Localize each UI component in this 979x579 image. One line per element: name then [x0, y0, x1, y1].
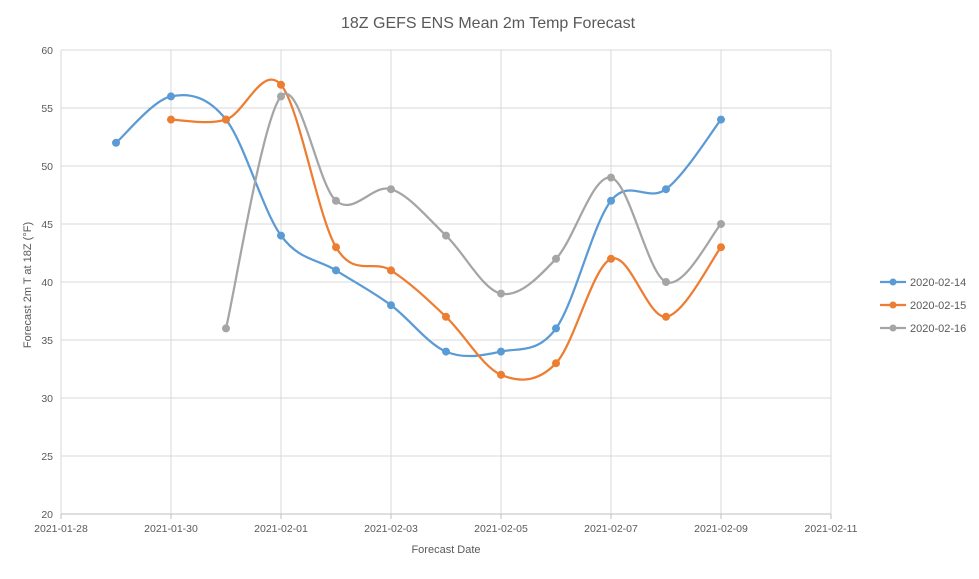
data-point	[662, 312, 670, 321]
y-tick-label: 45	[41, 219, 53, 231]
legend-swatch-marker	[889, 324, 897, 332]
data-point	[497, 370, 505, 379]
legend: 2020-02-14 2020-02-15 2020-02-16	[880, 277, 966, 335]
data-point	[332, 243, 340, 252]
data-point	[662, 278, 670, 286]
data-point	[442, 231, 450, 240]
data-point	[222, 115, 230, 124]
series-lines	[114, 78, 723, 381]
data-point	[717, 220, 725, 228]
data-point	[552, 254, 560, 263]
x-tick-label: 2021-02-03	[364, 523, 418, 535]
data-point	[717, 115, 725, 124]
x-tick-label: 2021-02-11	[805, 523, 858, 535]
data-point	[442, 312, 450, 321]
y-tick-label: 55	[41, 103, 53, 115]
x-tick-label: 2021-02-01	[254, 523, 308, 535]
chart-title: 18Z GEFS ENS Mean 2m Temp Forecast	[341, 15, 636, 32]
x-tick-label: 2021-02-05	[474, 523, 528, 535]
x-tick-label: 2021-02-09	[694, 523, 748, 535]
series-line-2020-02-14	[114, 93, 723, 358]
data-point	[607, 196, 615, 205]
y-tick-label: 35	[41, 335, 53, 347]
data-point	[717, 243, 725, 252]
data-point	[552, 324, 560, 333]
legend-label: 2020-02-15	[910, 300, 966, 312]
legend-label: 2020-02-14	[910, 277, 966, 289]
data-point	[112, 138, 120, 147]
legend-swatch-marker	[889, 278, 897, 286]
data-point	[497, 289, 505, 298]
data-point	[387, 301, 395, 310]
data-point	[442, 347, 450, 356]
y-tick-label: 50	[41, 161, 53, 173]
x-axis-title: Forecast Date	[411, 544, 480, 556]
x-tick-label: 2021-02-07	[584, 523, 638, 535]
legend-label: 2020-02-16	[910, 323, 966, 335]
axes: 20 25 30 35 40 45 50 55 60 2021-01-28 2021-01-30 20…	[34, 45, 857, 535]
y-axis-title: Forecast 2m T at 18Z (°F)	[22, 222, 34, 348]
data-point	[332, 196, 340, 205]
x-tick-label: 2021-01-30	[144, 523, 198, 535]
data-point	[387, 185, 395, 194]
y-tick-label: 40	[41, 277, 53, 289]
data-point	[222, 324, 230, 333]
data-point	[497, 347, 505, 356]
gridlines	[60, 49, 832, 515]
data-point	[607, 173, 615, 182]
data-point	[167, 115, 175, 124]
legend-swatch-marker	[889, 301, 897, 309]
y-tick-label: 60	[41, 45, 53, 57]
data-point	[552, 359, 560, 368]
y-tick-label: 25	[41, 451, 53, 463]
data-points	[112, 80, 725, 379]
x-tick-label: 2021-01-28	[34, 523, 88, 535]
data-point	[167, 92, 175, 101]
data-point	[277, 92, 285, 101]
data-point	[607, 254, 615, 263]
y-tick-label: 20	[41, 509, 53, 521]
data-point	[332, 266, 340, 275]
data-point	[387, 266, 395, 275]
data-point	[662, 185, 670, 194]
data-point	[277, 80, 285, 89]
y-tick-label: 30	[41, 393, 53, 405]
data-point	[277, 231, 285, 240]
